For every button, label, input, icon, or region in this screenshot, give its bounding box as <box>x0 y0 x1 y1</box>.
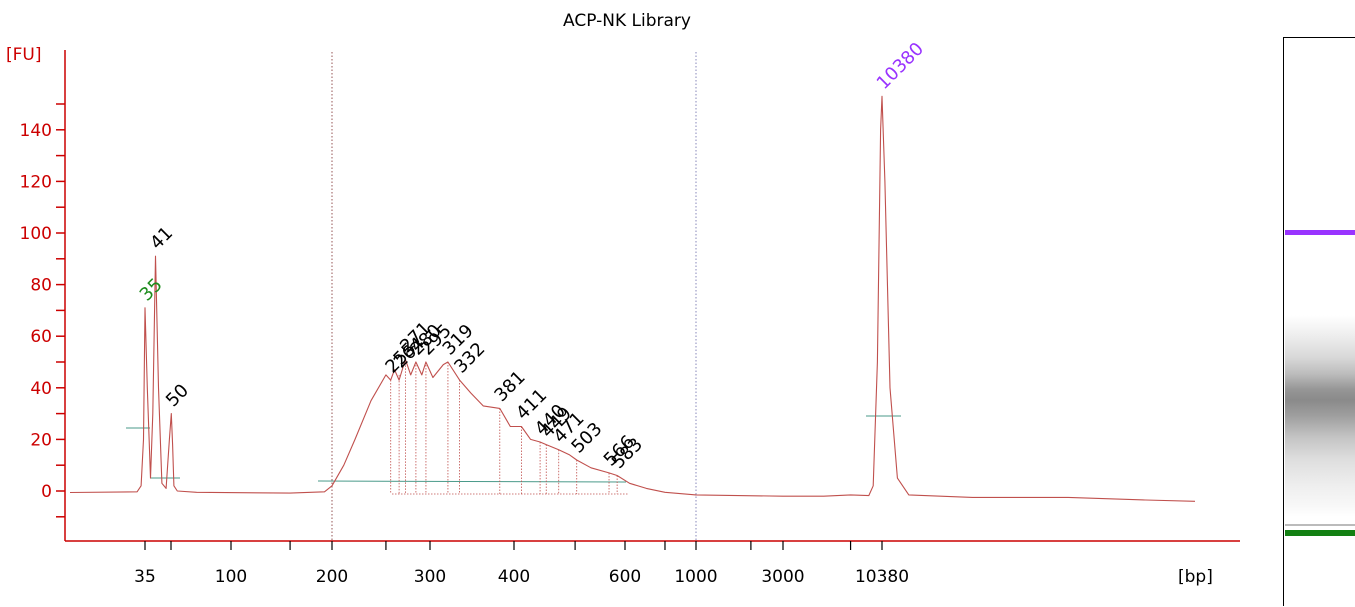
x-tick-label: 3000 <box>761 567 804 587</box>
peak-regions <box>126 359 901 495</box>
x-tick-label: 100 <box>215 567 247 587</box>
peak-label: 41 <box>146 223 177 254</box>
y-tick-label: 20 <box>30 430 52 450</box>
gel-smear <box>1285 39 1355 570</box>
y-tick-label: 60 <box>30 327 52 347</box>
gel-faint-band <box>1285 524 1355 526</box>
electropherogram-chart: ACP-NK Library [FU] [bp] 0 20 40 60 80 100 120… <box>6 11 1240 587</box>
gel-lower-marker-band <box>1285 530 1355 536</box>
trace-line <box>69 95 1196 502</box>
peak-label: 35 <box>136 274 167 305</box>
x-tick-label: 200 <box>316 567 348 587</box>
x-tick-label: 300 <box>414 567 446 587</box>
trace-layer <box>69 95 1196 502</box>
gel-upper-marker-band <box>1285 230 1355 235</box>
y-axis: 0 20 40 60 80 100 120 140 <box>20 50 66 541</box>
y-tick-label: 100 <box>20 224 52 244</box>
y-tick-label: 140 <box>20 121 52 141</box>
baseline-segment <box>317 480 627 483</box>
x-axis-label: [bp] <box>1178 567 1213 587</box>
y-tick-label: 0 <box>41 482 52 502</box>
x-tick-label: 600 <box>609 567 641 587</box>
region-markers <box>331 52 697 541</box>
y-tick-label: 40 <box>30 379 52 399</box>
peak-labels: 3541502552642712802953193323814114404494… <box>136 38 928 473</box>
x-axis: 35 100 200 300 400 600 1000 3000 10380 <box>65 540 1240 587</box>
peak-label: 50 <box>162 380 193 411</box>
y-tick-label: 80 <box>30 276 52 296</box>
y-tick-label: 120 <box>20 172 52 192</box>
x-tick-label: 10380 <box>855 567 909 587</box>
y-axis-label: [FU] <box>6 45 42 65</box>
x-tick-label: 400 <box>498 567 530 587</box>
x-tick-label: 1000 <box>674 567 717 587</box>
chart-title: ACP-NK Library <box>563 11 691 31</box>
x-tick-label: 35 <box>134 567 156 587</box>
gel-lane <box>1283 37 1355 606</box>
peak-label: 10380 <box>873 38 928 93</box>
